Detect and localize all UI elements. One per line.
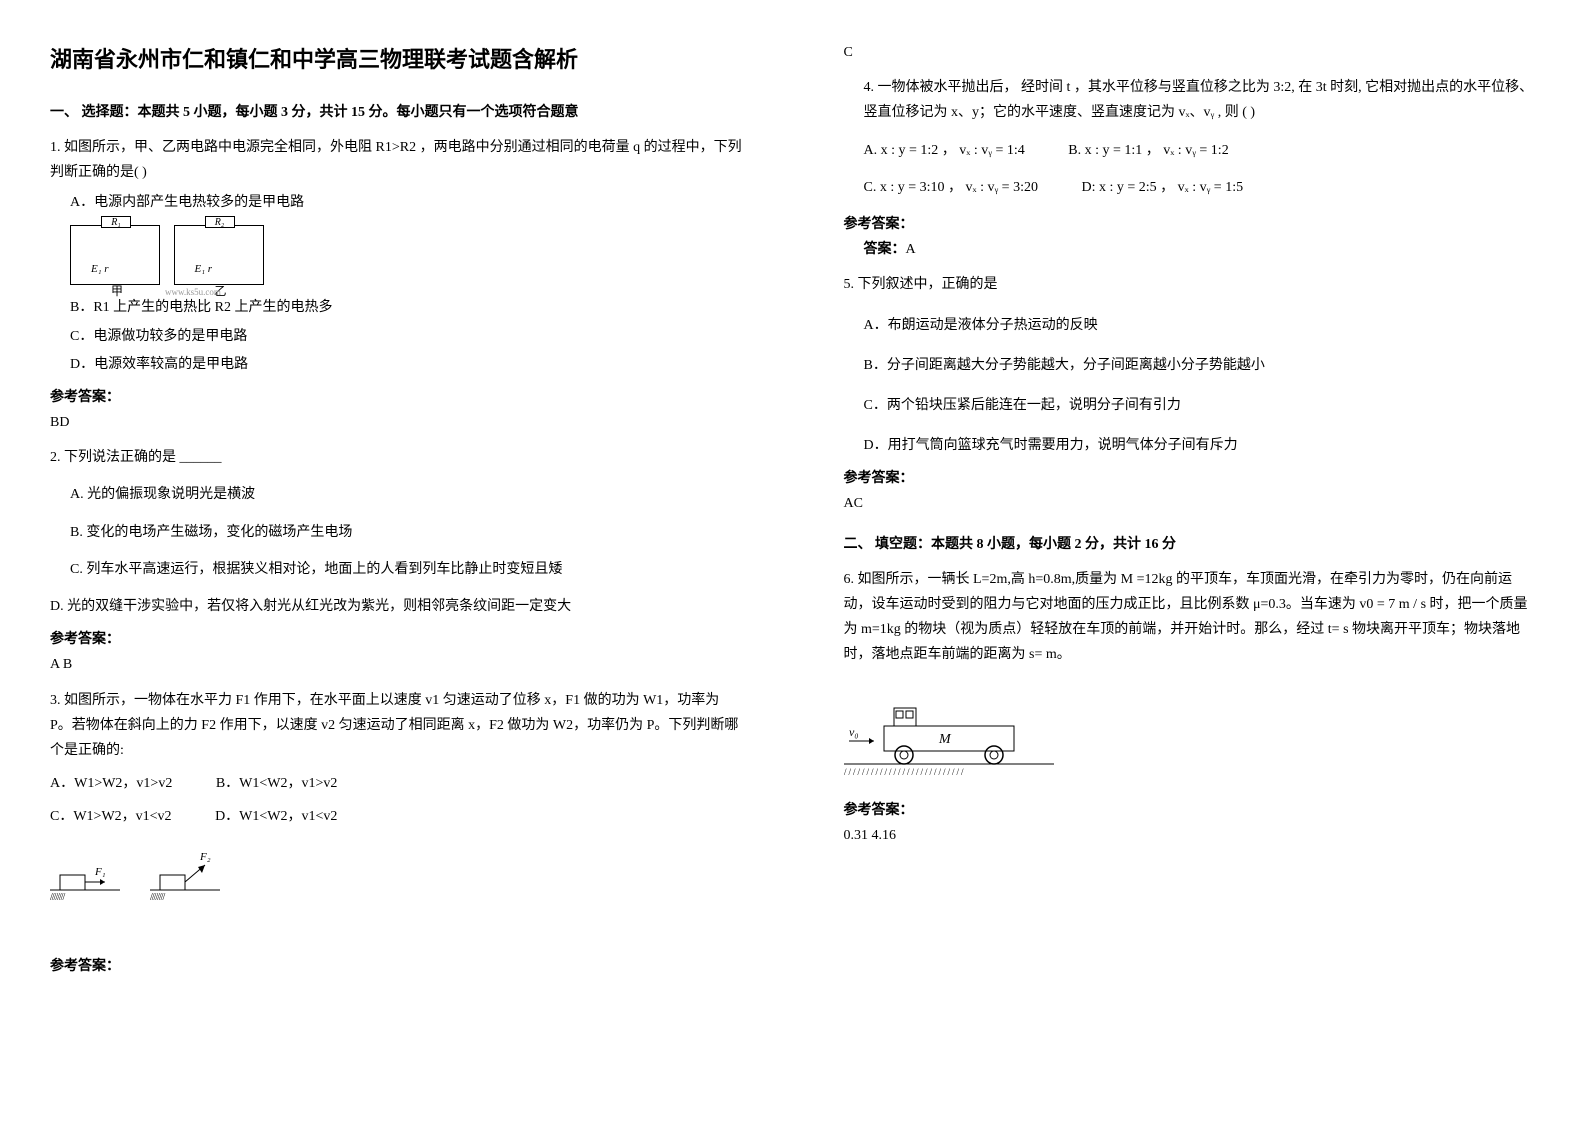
svg-text:////////: //////// xyxy=(150,892,165,903)
force-svg: F₁ //////// F₂ //////// xyxy=(50,845,250,915)
circuit-label-1: 甲 xyxy=(111,281,123,303)
question-2: 2. 下列说法正确的是 ______ A. 光的偏振现象说明光是横波 B. 变化… xyxy=(50,445,744,677)
q4-answer-label: 参考答案： xyxy=(844,212,1538,237)
question-6: 6. 如图所示，一辆长 L=2m,高 h=0.8m,质量为 M =12kg 的平… xyxy=(844,567,1538,848)
q3-answer-label: 参考答案： xyxy=(50,954,744,979)
q4-text: 4. 一物体被水平抛出后， 经时间 t ，其水平位移与竖直位移之比为 3:2, … xyxy=(864,75,1538,125)
svg-text:M: M xyxy=(938,732,952,747)
svg-text:F₁: F₁ xyxy=(94,866,106,878)
svg-text:F₂: F₂ xyxy=(199,851,211,863)
q6-answer-label: 参考答案： xyxy=(844,798,1538,823)
q3-optC: C．W1>W2，v1<v2 xyxy=(50,809,172,824)
circuit-e2: E₁ r xyxy=(195,260,213,280)
q2-answer-label: 参考答案： xyxy=(50,627,744,652)
q6-answer: 0.31 4.16 xyxy=(844,823,1538,848)
q1-text: 1. 如图所示，甲、乙两电路中电源完全相同，外电阻 R1>R2 ，两电路中分别通… xyxy=(50,135,744,185)
q2-optA: A. 光的偏振现象说明光是横波 xyxy=(70,482,744,507)
q1-answer: BD xyxy=(50,410,744,435)
svg-text:////////: //////// xyxy=(50,892,65,903)
svg-text:v₀: v₀ xyxy=(849,725,859,739)
q3-answer: C xyxy=(844,40,1538,65)
circuit-e1: E₁ r xyxy=(91,260,109,280)
q2-text: 2. 下列说法正确的是 ______ xyxy=(50,445,744,470)
q4-answer-bold: 答案： xyxy=(864,242,906,257)
circuit-diagram: R₁ E₁ r 甲 R₂ E₁ r 乙 www.ks5u.com xyxy=(70,225,744,285)
left-column: 湖南省永州市仁和镇仁和中学高三物理联考试题含解析 一、 选择题：本题共 5 小题… xyxy=(0,0,794,1122)
q5-answer-label: 参考答案： xyxy=(844,466,1538,491)
svg-text:///////////////////////////: /////////////////////////// xyxy=(844,767,966,777)
q3-optD: D．W1<W2，v1<v2 xyxy=(215,809,337,824)
q5-optB: B．分子间距离越大分子势能越大，分子间距离越小分子势能越小 xyxy=(864,353,1538,378)
q1-optD: D．电源效率较高的是甲电路 xyxy=(70,352,744,377)
q2-optB: B. 变化的电场产生磁场，变化的磁场产生电场 xyxy=(70,520,744,545)
circuit-box-1: R₁ E₁ r 甲 xyxy=(70,225,160,285)
q3-optA: A．W1>W2，v1>v2 xyxy=(50,776,172,791)
q4-optA: A. x : y = 1:2 ， vₓ : vᵧ = 1:4 xyxy=(864,138,1025,163)
q2-optC: C. 列车水平高速运行，根据狭义相对论，地面上的人看到列车比静止时变短且矮 xyxy=(70,557,744,582)
q4-answer-line: 答案：A xyxy=(864,237,1538,262)
q4-optC: C. x : y = 3:10 ， vₓ : vᵧ = 3:20 xyxy=(864,175,1038,200)
question-4: 4. 一物体被水平抛出后， 经时间 t ，其水平位移与竖直位移之比为 3:2, … xyxy=(844,75,1538,262)
question-3: 3. 如图所示，一物体在水平力 F1 作用下，在水平面上以速度 v1 匀速运动了… xyxy=(50,688,744,979)
q1-optA: A．电源内部产生电热较多的是甲电路 xyxy=(70,190,744,215)
truck-svg: /////////////////////////// v₀ M xyxy=(844,683,1064,783)
force-diagram: F₁ //////// F₂ //////// xyxy=(50,845,744,924)
right-column: C 4. 一物体被水平抛出后， 经时间 t ，其水平位移与竖直位移之比为 3:2… xyxy=(794,0,1587,1122)
question-5: 5. 下列叙述中，正确的是 A．布朗运动是液体分子热运动的反映 B．分子间距离越… xyxy=(844,272,1538,516)
q2-optD: D. 光的双缝干涉实验中，若仅将入射光从红光改为紫光，则相邻亮条纹间距一定变大 xyxy=(50,594,744,619)
section2-header: 二、 填空题：本题共 8 小题，每小题 2 分，共计 16 分 xyxy=(844,532,1538,557)
q5-optD: D．用打气筒向篮球充气时需要用力，说明气体分子间有斥力 xyxy=(864,433,1538,458)
circuit-box-2: R₂ E₁ r 乙 xyxy=(174,225,264,285)
circuit-r2: R₂ xyxy=(205,216,235,228)
watermark: www.ks5u.com xyxy=(165,284,221,300)
q1-answer-label: 参考答案： xyxy=(50,385,744,410)
q2-answer: A B xyxy=(50,652,744,677)
q6-text: 6. 如图所示，一辆长 L=2m,高 h=0.8m,质量为 M =12kg 的平… xyxy=(844,567,1538,668)
q4-optB: B. x : y = 1:1 ， vₓ : vᵧ = 1:2 xyxy=(1068,138,1228,163)
q4-answer: A xyxy=(906,242,916,257)
section1-header: 一、 选择题：本题共 5 小题，每小题 3 分，共计 15 分。每小题只有一个选… xyxy=(50,100,744,125)
q4-optD: D: x : y = 2:5 ， vₓ : vᵧ = 1:5 xyxy=(1081,175,1243,200)
q3-text: 3. 如图所示，一物体在水平力 F1 作用下，在水平面上以速度 v1 匀速运动了… xyxy=(50,688,744,764)
truck-diagram: /////////////////////////// v₀ M xyxy=(844,683,1044,783)
q5-answer: AC xyxy=(844,491,1538,516)
q5-optA: A．布朗运动是液体分子热运动的反映 xyxy=(864,313,1538,338)
q5-optC: C．两个铅块压紧后能连在一起，说明分子间有引力 xyxy=(864,393,1538,418)
page-title: 湖南省永州市仁和镇仁和中学高三物理联考试题含解析 xyxy=(50,40,744,80)
question-1: 1. 如图所示，甲、乙两电路中电源完全相同，外电阻 R1>R2 ，两电路中分别通… xyxy=(50,135,744,436)
q4-text-span: 4. 一物体被水平抛出后， 经时间 t ，其水平位移与竖直位移之比为 3:2, … xyxy=(864,80,1534,120)
circuit-r1: R₁ xyxy=(101,216,131,228)
q1-optC: C．电源做功较多的是甲电路 xyxy=(70,324,744,349)
q5-text: 5. 下列叙述中，正确的是 xyxy=(844,272,1538,297)
q3-optB: B．W1<W2，v1>v2 xyxy=(216,776,338,791)
